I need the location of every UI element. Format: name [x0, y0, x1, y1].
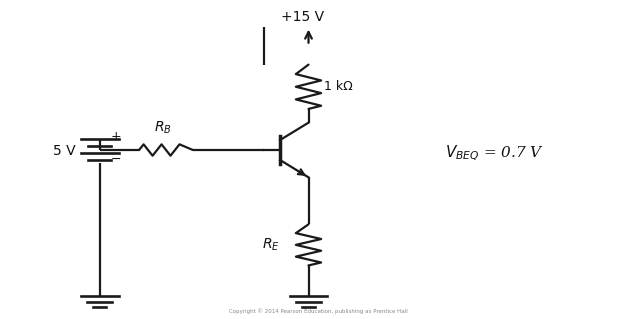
Text: $R_B$: $R_B$ [154, 119, 172, 136]
Text: $V_{BEQ}$ = 0.7 V: $V_{BEQ}$ = 0.7 V [445, 144, 544, 163]
Text: −: − [111, 153, 121, 166]
Text: $R_E$: $R_E$ [262, 237, 280, 253]
Text: +15 V: +15 V [280, 10, 324, 24]
Text: 5 V: 5 V [53, 144, 76, 158]
Text: 1 kΩ: 1 kΩ [324, 80, 353, 93]
Text: +: + [111, 130, 121, 143]
Text: Copyright © 2014 Pearson Education, publishing as Prentice Hall: Copyright © 2014 Pearson Education, publ… [228, 309, 408, 315]
